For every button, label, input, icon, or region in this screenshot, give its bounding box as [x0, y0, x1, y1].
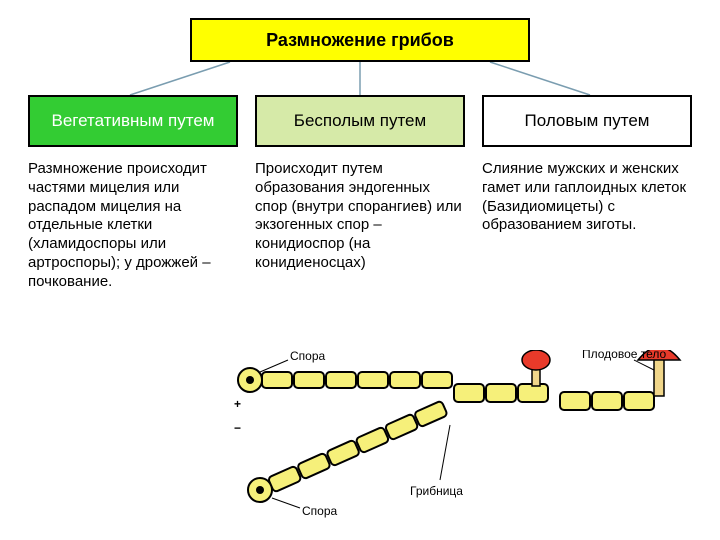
desc-vegetative: Размножение происходит частями мицелия и… — [28, 160, 238, 291]
label-minus: − — [234, 421, 241, 435]
hypha-top — [262, 372, 452, 388]
desc-asexual: Происходит путем образования эндогенных … — [255, 160, 465, 273]
label-fruiting-body: Плодовое тело — [582, 350, 667, 361]
column-asexual-label: Бесполым путем — [294, 111, 426, 131]
diagram-title: Размножение грибов — [190, 18, 530, 62]
desc-sexual: Слияние мужских и женских гамет или гапл… — [482, 160, 692, 235]
label-plus: + — [234, 397, 241, 411]
label-mycelium: Грибница — [410, 484, 463, 498]
mycelium-illustration: Спора Спора Грибница Плодовое тело + − — [230, 350, 700, 530]
column-sexual: Половым путем — [482, 95, 692, 147]
label-spore-bottom: Спора — [302, 504, 338, 518]
column-sexual-label: Половым путем — [525, 111, 650, 131]
column-asexual: Бесполым путем — [255, 95, 465, 147]
hypha-bottom — [268, 401, 448, 493]
mushroom-small — [522, 350, 550, 386]
column-vegetative-label: Вегетативным путем — [52, 111, 215, 131]
column-vegetative: Вегетативным путем — [28, 95, 238, 147]
label-spore-top: Спора — [290, 350, 326, 363]
hypha-merged — [454, 384, 654, 410]
